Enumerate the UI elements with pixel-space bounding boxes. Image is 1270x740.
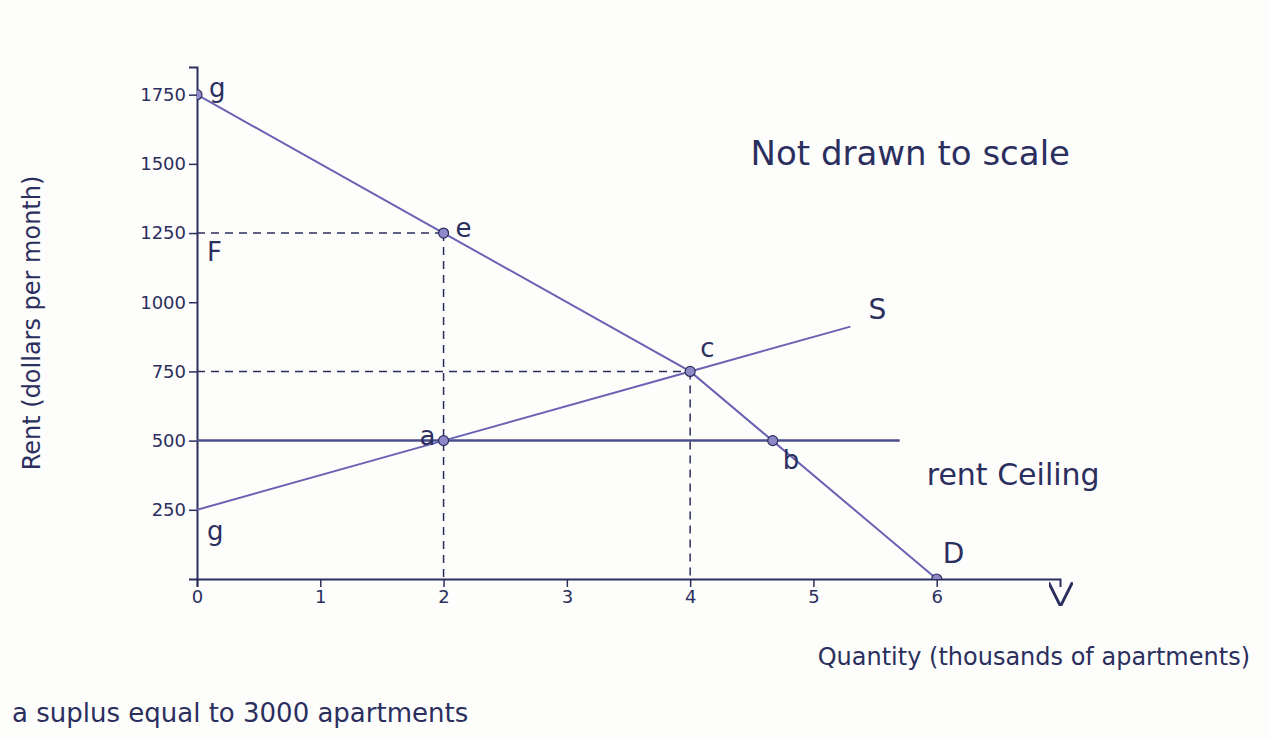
- x-axis-title: Quantity (thousands of apartments): [818, 643, 1250, 671]
- y-axis-title: Rent (dollars per month): [18, 176, 46, 471]
- point-label: c: [700, 333, 714, 363]
- y-axis-tick-label: 1500: [140, 153, 186, 174]
- y-axis-tick-mark: [189, 510, 197, 512]
- point-marker: [439, 436, 449, 446]
- x-axis-tick-label: 1: [315, 586, 326, 607]
- y-axis-tick: 1500: [140, 153, 197, 174]
- y-axis-tick: 750: [152, 361, 197, 382]
- point-label: b: [783, 445, 800, 475]
- x-axis-tick: 6: [931, 579, 942, 607]
- point-marker: [439, 228, 449, 238]
- point-marker: [685, 366, 695, 376]
- series-line: [197, 327, 850, 510]
- y-axis-tick: 500: [152, 430, 197, 451]
- note: Not drawn to scale: [751, 133, 1070, 173]
- rent-ceiling-line: [197, 439, 900, 442]
- y-axis-tick-label: 1000: [140, 292, 186, 313]
- y-axis-tick: 1250: [140, 222, 197, 243]
- x-axis-tick-label: 3: [562, 586, 573, 607]
- y-axis-tick: 250: [152, 499, 197, 520]
- y-axis-tick-mark: [189, 440, 197, 442]
- y-axis-tick-mark: [189, 233, 197, 235]
- point-marker: [768, 436, 778, 446]
- x-axis-tick-label: 2: [438, 586, 449, 607]
- y-axis-line: [189, 68, 198, 580]
- y-axis: 250 500 750 1000 1250 1500 1750: [140, 68, 197, 580]
- caption: a suplus equal to 3000 apartments: [12, 698, 468, 728]
- y-axis-tick-label: 750: [152, 361, 186, 382]
- point-label: e: [456, 213, 472, 243]
- y-axis-tick-mark: [189, 164, 197, 166]
- y-axis-tick-label: 1750: [140, 84, 186, 105]
- point-label: a: [420, 421, 436, 451]
- point-marker: [932, 574, 942, 579]
- x-axis-tick: 3: [562, 579, 573, 607]
- series-label: S: [868, 293, 886, 326]
- y-axis-tick: 1750: [140, 84, 197, 105]
- x-axis-tick-label: 5: [808, 586, 819, 607]
- x-axis-tick-label: 4: [685, 586, 696, 607]
- chart: 0 1 2 3 4 5 6 250 500 750 1000 1250 1500 1750 Rent (do…: [0, 0, 1270, 740]
- x-axis-tick-label: 0: [192, 586, 203, 607]
- y-axis-tick-mark: [189, 302, 197, 304]
- point-label: g: [209, 73, 226, 103]
- y-axis-tick: 1000: [140, 292, 197, 313]
- point-label: g: [207, 516, 224, 546]
- guide-vertical: [689, 371, 691, 579]
- y-axis-tick-mark: [189, 371, 197, 373]
- x-axis-tick-label: 6: [931, 586, 942, 607]
- guide-vertical: [443, 233, 445, 579]
- y-axis-tick-label: 250: [152, 499, 186, 520]
- y-axis-tick-label: 1250: [140, 222, 186, 243]
- series-label: D: [943, 537, 965, 570]
- x-axis-tick: 2: [438, 579, 449, 607]
- guide-horizontal: [197, 371, 690, 373]
- x-axis-tick: 1: [315, 579, 326, 607]
- y-axis-tick-mark: [189, 94, 197, 96]
- point-marker: [197, 90, 202, 100]
- rent-ceiling-label: rent Ceiling: [927, 457, 1100, 492]
- point-label: F: [207, 237, 222, 267]
- x-axis: 0 1 2 3 4 5 6: [192, 579, 1061, 607]
- y-axis-tick-label: 500: [152, 430, 186, 451]
- x-axis-tick: 5: [808, 579, 819, 607]
- x-axis-tick: 0: [192, 579, 203, 607]
- guide-horizontal: [197, 232, 444, 234]
- x-axis-tick: 4: [685, 579, 696, 607]
